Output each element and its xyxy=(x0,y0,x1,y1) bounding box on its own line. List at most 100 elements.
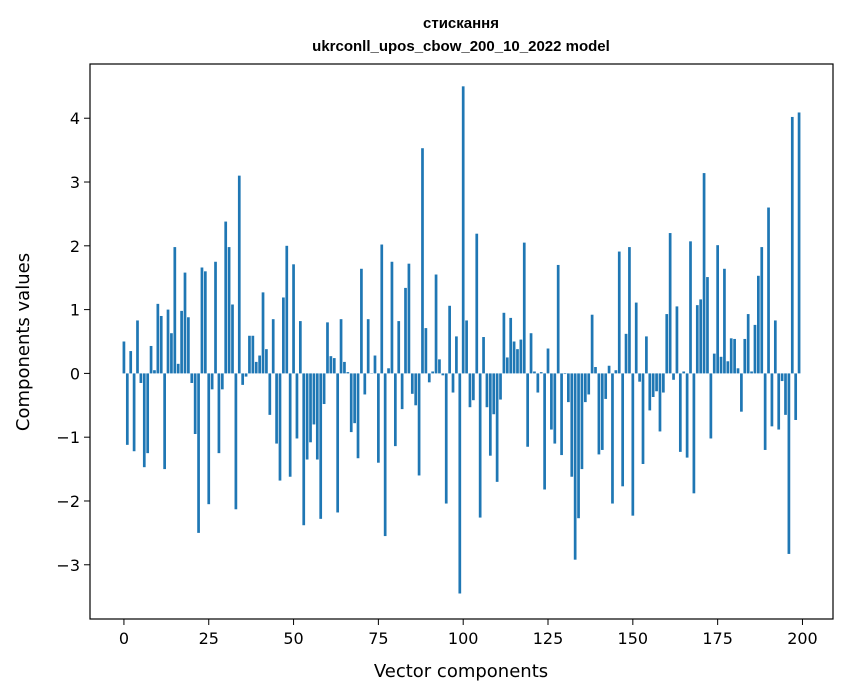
x-tick-label: 175 xyxy=(702,629,733,648)
bar-component-1 xyxy=(125,373,129,445)
bar-component-54 xyxy=(305,373,309,460)
bar-component-103 xyxy=(472,373,475,401)
bar-component-122 xyxy=(536,373,540,393)
bar-component-164 xyxy=(678,373,682,452)
bar-component-25 xyxy=(207,373,211,505)
bar-component-20 xyxy=(190,373,194,383)
bar-component-68 xyxy=(353,373,356,424)
bar-component-81 xyxy=(397,321,401,374)
bar-component-154 xyxy=(645,336,648,374)
bar-component-12 xyxy=(163,373,166,470)
bar-component-131 xyxy=(567,373,570,403)
bar-component-146 xyxy=(617,251,621,374)
bar-component-0 xyxy=(122,341,126,374)
bar-component-189 xyxy=(763,373,767,450)
bar-component-176 xyxy=(719,356,723,374)
bar-component-15 xyxy=(173,247,177,374)
bar-component-26 xyxy=(210,373,214,390)
bar-component-70 xyxy=(360,268,363,374)
bar-component-99 xyxy=(458,373,462,594)
bar-component-19 xyxy=(187,317,190,374)
bar-component-58 xyxy=(319,373,323,519)
bar-component-167 xyxy=(689,241,692,374)
x-tick-label: 75 xyxy=(368,629,388,648)
bar-component-117 xyxy=(519,339,523,374)
bar-component-107 xyxy=(485,373,489,408)
bar-component-141 xyxy=(600,373,604,450)
bar-component-130 xyxy=(563,373,567,375)
bar-component-113 xyxy=(505,357,509,374)
chart-subtitle: ukrconll_upos_cbow_200_10_2022 model xyxy=(312,38,610,55)
bar-component-2 xyxy=(129,351,133,374)
bar-component-48 xyxy=(285,245,289,374)
bar-component-138 xyxy=(590,314,594,374)
bar-component-101 xyxy=(465,320,468,374)
bar-component-170 xyxy=(699,299,703,374)
bar-component-80 xyxy=(393,373,397,447)
bar-component-166 xyxy=(685,373,689,458)
bar-component-115 xyxy=(512,341,516,374)
bar-component-159 xyxy=(662,373,665,393)
bar-component-192 xyxy=(773,320,777,374)
bar-component-143 xyxy=(607,365,611,374)
x-tick-label: 100 xyxy=(448,629,479,648)
bar-component-13 xyxy=(166,309,170,374)
bar-component-14 xyxy=(170,333,173,374)
x-axis-ticks: 0 25 50 75 100 125 150 175 200 xyxy=(119,619,818,648)
x-tick-label: 50 xyxy=(283,629,303,648)
bar-component-53 xyxy=(302,373,306,526)
bar-component-38 xyxy=(251,335,255,374)
bars-group xyxy=(122,86,801,594)
bar-component-60 xyxy=(326,322,329,374)
y-tick-label: 0 xyxy=(70,364,80,383)
bar-component-177 xyxy=(723,268,726,374)
bar-component-40 xyxy=(258,355,261,374)
bar-component-32 xyxy=(231,304,234,374)
bar-component-61 xyxy=(329,356,333,374)
bar-component-59 xyxy=(322,373,326,405)
bar-component-85 xyxy=(410,373,414,394)
bar-component-30 xyxy=(224,221,228,374)
bar-component-84 xyxy=(407,263,411,374)
y-axis-label: Components values xyxy=(13,253,34,431)
bar-component-179 xyxy=(729,338,733,374)
bar-component-27 xyxy=(214,261,217,374)
bar-component-106 xyxy=(482,337,485,374)
bar-component-147 xyxy=(621,373,625,487)
bar-component-155 xyxy=(648,373,652,411)
x-axis-label: Vector components xyxy=(374,661,548,682)
bar-component-94 xyxy=(441,373,445,376)
bar-component-95 xyxy=(444,373,448,504)
y-tick-label: 3 xyxy=(70,173,80,192)
bar-component-120 xyxy=(529,333,533,374)
bar-component-199 xyxy=(797,112,801,374)
bar-component-64 xyxy=(339,319,343,374)
bar-component-157 xyxy=(655,373,658,392)
bar-component-158 xyxy=(658,373,662,432)
bar-component-118 xyxy=(522,242,526,374)
bar-component-136 xyxy=(583,373,587,403)
bar-component-128 xyxy=(556,264,560,374)
bar-component-16 xyxy=(176,363,180,374)
bar-component-175 xyxy=(716,245,719,374)
bar-component-34 xyxy=(237,175,241,374)
bar-component-156 xyxy=(651,373,655,397)
bar-component-11 xyxy=(159,315,163,374)
bar-component-196 xyxy=(787,373,791,554)
bar-component-110 xyxy=(495,373,499,482)
bar-component-83 xyxy=(404,287,407,374)
bar-component-168 xyxy=(692,373,696,494)
bar-component-193 xyxy=(777,373,781,430)
bar-component-7 xyxy=(146,373,150,454)
bar-component-93 xyxy=(438,359,441,374)
bar-component-5 xyxy=(139,373,143,383)
bar-component-149 xyxy=(628,247,631,374)
bar-component-76 xyxy=(380,244,384,374)
bar-component-127 xyxy=(553,373,557,444)
bar-component-57 xyxy=(315,373,319,460)
x-tick-label: 25 xyxy=(199,629,219,648)
bar-component-28 xyxy=(217,373,221,454)
bar-component-182 xyxy=(740,373,743,412)
bar-component-134 xyxy=(577,373,580,519)
bar-component-137 xyxy=(587,373,591,395)
